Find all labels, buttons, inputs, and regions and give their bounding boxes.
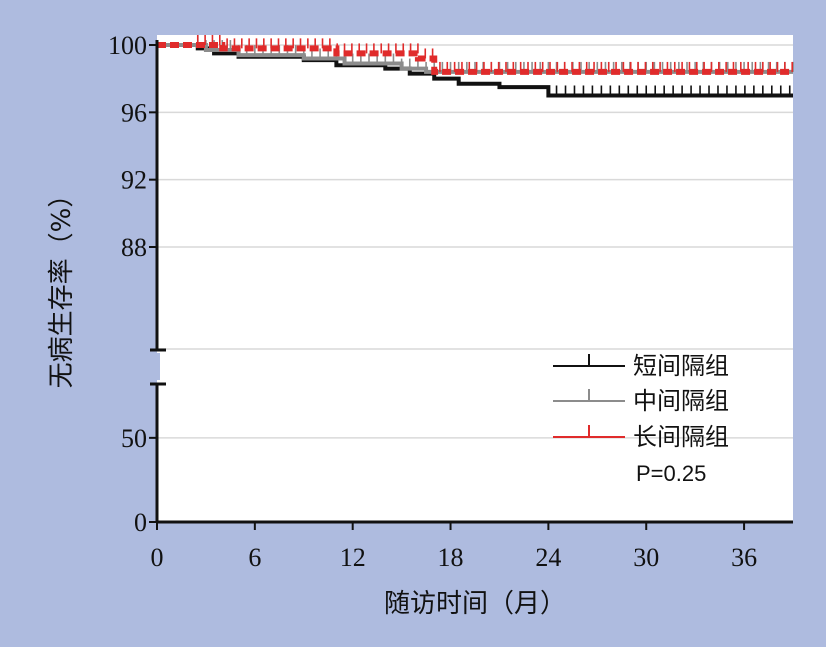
plot-background [157, 35, 793, 522]
y-tick-label: 100 [108, 31, 147, 60]
legend-label-long: 长间隔组 [633, 423, 729, 451]
y-tick-label: 88 [121, 233, 147, 262]
x-tick-label: 6 [248, 543, 261, 572]
series-line [157, 43, 793, 74]
x-tick-label: 36 [731, 543, 757, 572]
series-2 [157, 35, 793, 75]
series-layer [157, 35, 794, 98]
y-tick-label: 92 [121, 166, 147, 195]
x-tick-label: 24 [535, 543, 561, 572]
x-tick-label: 30 [633, 543, 659, 572]
series-line [157, 43, 793, 98]
tick-labels: 88 92 96 100 0 50 0 6 12 18 24 30 36 [108, 31, 757, 572]
x-tick-label: 12 [340, 543, 366, 572]
x-tick-label: 0 [151, 543, 164, 572]
legend-item-middle: 中间隔组 [553, 387, 729, 415]
y-axis-title: 无病生存率（%） [47, 182, 77, 389]
legend-label-middle: 中间隔组 [633, 387, 729, 415]
x-tick-label: 18 [438, 543, 464, 572]
legend-item-long: 长间隔组 [553, 423, 729, 451]
grid-lines [157, 44, 793, 439]
y-tick-label: 0 [134, 508, 147, 537]
legend-item-short: 短间隔组 [553, 352, 729, 380]
series-line [157, 42, 793, 75]
axis-break-gap [155, 353, 160, 380]
y-tick-label: 96 [121, 98, 147, 127]
axes [149, 40, 793, 530]
legend: 短间隔组 中间隔组 长间隔组 P=0.25 [553, 352, 729, 486]
series-0 [157, 43, 793, 98]
legend-label-short: 短间隔组 [633, 352, 729, 380]
p-value-annotation: P=0.25 [636, 461, 706, 486]
y-tick-label: 50 [121, 424, 147, 453]
x-axis-title: 随访时间（月） [384, 589, 566, 619]
